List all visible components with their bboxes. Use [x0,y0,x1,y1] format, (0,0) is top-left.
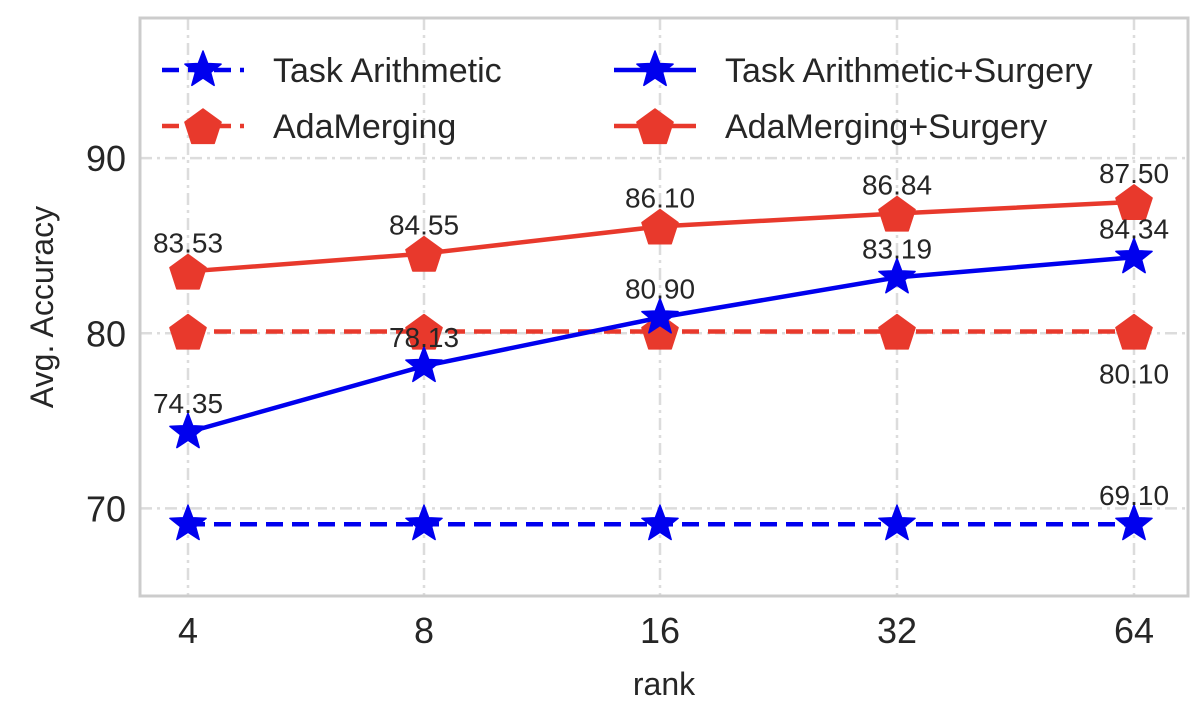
data-label: 87.50 [1099,158,1169,189]
data-point-marker [169,504,207,541]
data-label: 86.84 [862,169,932,200]
data-point-marker [405,235,443,272]
data-point-marker [1115,237,1153,274]
x-tick-label: 16 [640,610,680,651]
data-point-marker [169,412,207,449]
data-point-marker [878,257,916,294]
data-point-marker [878,195,916,232]
data-label: 80.90 [625,274,695,305]
data-label: 78.13 [389,322,459,353]
data-point-marker [1115,313,1153,350]
data-label: 84.34 [1099,213,1169,244]
x-tick-label: 32 [877,610,917,651]
data-point-marker [641,297,679,334]
data-point-marker [169,253,207,290]
legend-marker [184,108,222,145]
data-label: 83.19 [862,233,932,264]
data-point-marker [878,313,916,350]
x-axis-label: rank [633,666,696,702]
y-tick-label: 70 [86,488,126,529]
legend-item-adamerging: AdaMerging [162,108,456,146]
legend-item-task-arithmetic: Task Arithmetic [162,50,502,90]
data-label: 83.53 [153,227,223,258]
series-group [169,184,1153,541]
x-tick-label: 8 [414,610,434,651]
x-tick-label: 4 [178,610,198,651]
y-axis-label: Avg. Accuracy [24,206,60,408]
data-labels: 69.10 80.10 74.35 78.13 80.90 83.19 84.34 83.53… [153,158,1169,511]
legend-item-adamerging-plus-surgery: AdaMerging+Surgery [614,108,1047,146]
data-point-marker [1115,184,1153,221]
legend-label: Task Arithmetic [273,52,502,90]
legend-marker [636,108,674,145]
legend-label: AdaMerging [273,108,456,146]
series-adamerging-plus-surgery [169,184,1153,290]
data-point-marker [405,504,443,541]
grid [140,18,1188,596]
series-task-arithmetic-plus-surgery [169,237,1153,449]
data-label: 86.10 [625,182,695,213]
legend-label: AdaMerging+Surgery [725,108,1047,146]
data-point-marker [405,346,443,383]
legend: Task Arithmetic AdaMerging Task Arithmetic… [162,50,1093,146]
data-point-marker [641,208,679,245]
x-tick-label: 64 [1114,610,1154,651]
data-point-marker [169,313,207,350]
data-point-marker [878,504,916,541]
legend-item-task-arithmetic-plus-surgery: Task Arithmetic+Surgery [614,50,1093,90]
data-label: 84.55 [389,210,459,241]
data-label: 80.10 [1099,359,1169,390]
axes: 4 8 16 32 64 70 80 90 [86,138,1154,651]
series-task-arithmetic [169,504,1153,541]
data-point-marker [1115,504,1153,541]
legend-marker [636,50,674,87]
y-tick-label: 90 [86,138,126,179]
legend-marker [184,50,222,87]
plot-frame [138,16,1190,598]
data-point-marker [641,504,679,541]
legend-label: Task Arithmetic+Surgery [725,52,1093,90]
series-adamerging [169,313,1153,350]
data-label: 74.35 [153,388,223,419]
data-label: 69.10 [1099,480,1169,511]
y-tick-label: 80 [86,313,126,354]
